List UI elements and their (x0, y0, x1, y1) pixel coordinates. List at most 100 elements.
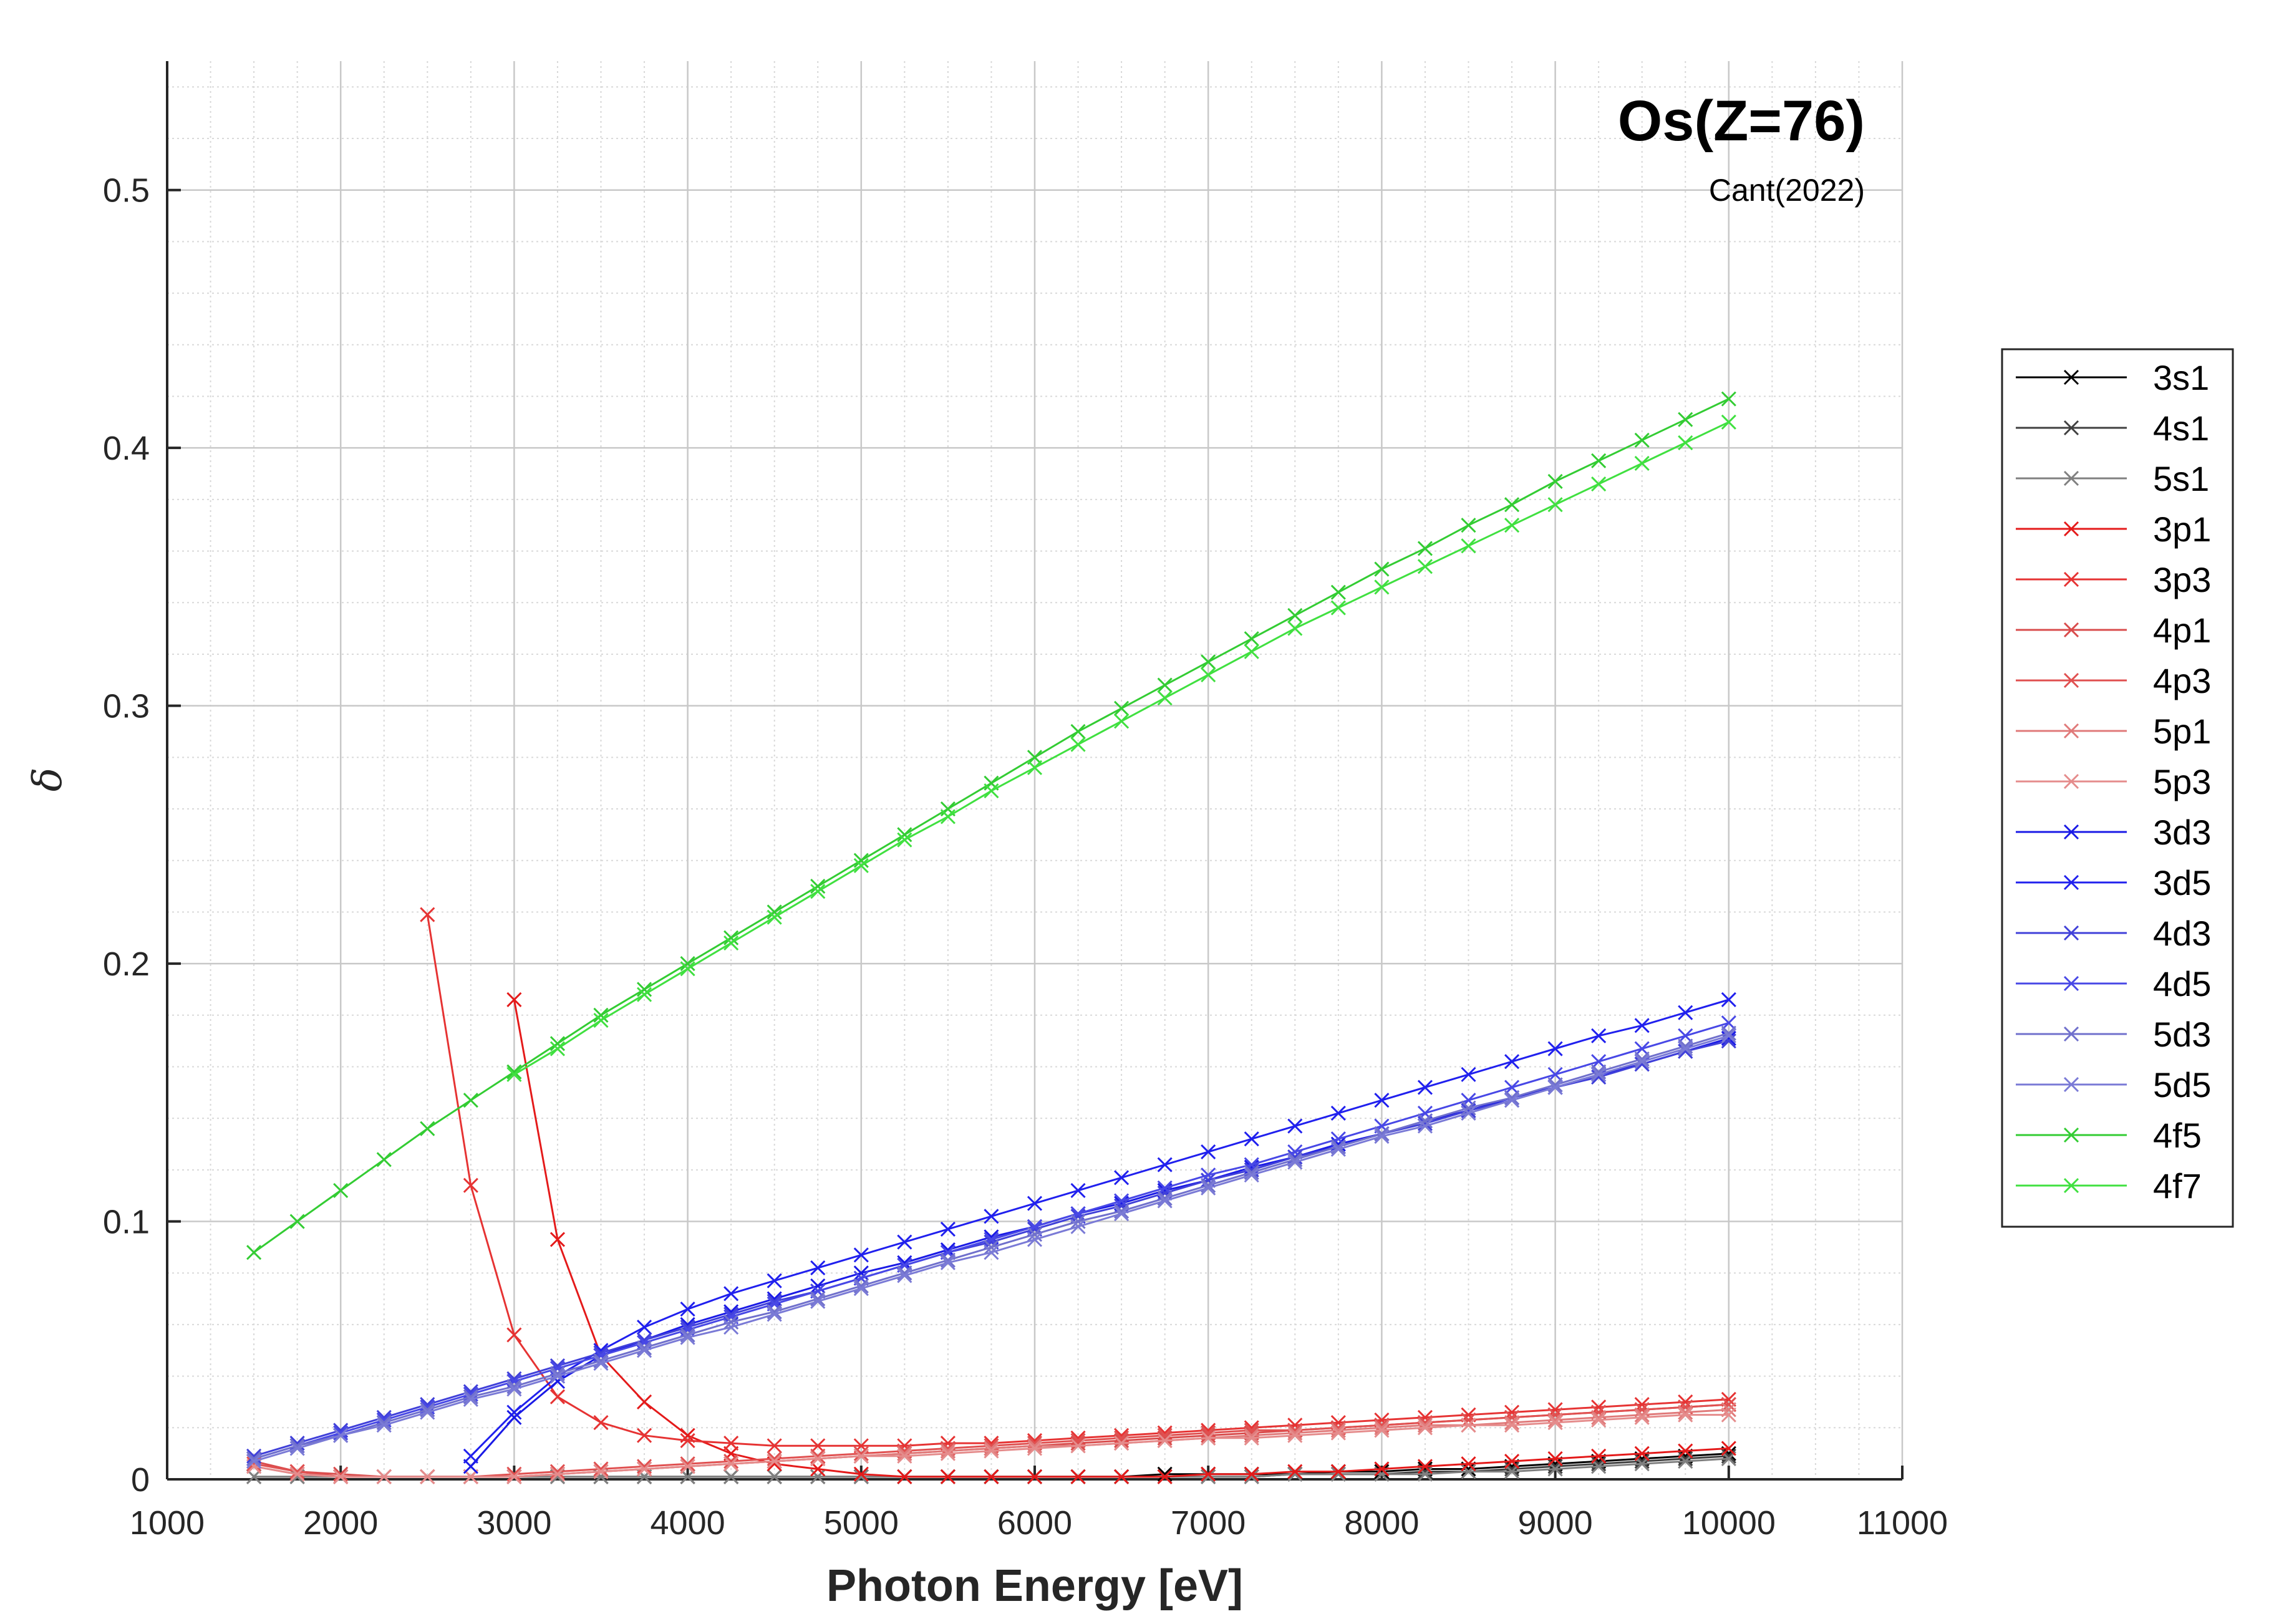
marker-stroke (723, 1436, 739, 1451)
data-point-4p3 (680, 1456, 695, 1472)
marker-stroke (1114, 1436, 1130, 1451)
marker-stroke (1504, 518, 1520, 533)
marker-stroke (1330, 1423, 1346, 1438)
data-point-3s1 (1374, 1464, 1390, 1479)
legend-item-5p3: 5p3 (2016, 762, 2211, 801)
data-point-5p3 (1287, 1428, 1303, 1443)
marker-stroke (2063, 672, 2079, 689)
marker-stroke (1721, 1407, 1736, 1423)
marker-stroke (1591, 453, 1607, 468)
data-point-4p3 (810, 1448, 826, 1464)
legend-marker (2063, 470, 2079, 486)
marker-stroke (680, 1456, 695, 1472)
marker-stroke (2063, 470, 2079, 486)
data-point-5d5 (289, 1441, 305, 1456)
data-point-3p3 (463, 1177, 478, 1193)
marker-stroke (1461, 1093, 1476, 1108)
x-tick-label: 9000 (1518, 1504, 1593, 1542)
chart-subtitle: Cant(2022) (1709, 173, 1865, 208)
marker-stroke (1201, 667, 1216, 683)
data-point-4f5 (897, 827, 912, 843)
marker-stroke (810, 1469, 826, 1484)
data-point-5d5 (1330, 1141, 1346, 1157)
data-point-5d5 (897, 1268, 912, 1283)
marker-stroke (1417, 1113, 1433, 1129)
marker-stroke (767, 1438, 782, 1454)
data-point-5p3 (506, 1469, 522, 1484)
data-point-5p3 (333, 1469, 349, 1484)
data-point-5p3 (1417, 1420, 1433, 1436)
marker-stroke (940, 809, 956, 824)
marker-stroke (940, 801, 956, 817)
marker-stroke (1678, 1404, 1693, 1420)
data-point-4f7 (1721, 414, 1736, 430)
legend-item-5d5: 5d5 (2016, 1065, 2211, 1104)
data-point-5d5 (984, 1245, 999, 1260)
data-point-5p3 (636, 1461, 652, 1477)
marker-stroke (506, 1373, 522, 1389)
marker-stroke (463, 1177, 478, 1193)
marker-stroke (897, 1234, 912, 1250)
legend-marker (2063, 874, 2079, 891)
data-point-5d5 (767, 1307, 782, 1322)
chart-title: Os(Z=76) (1618, 89, 1865, 153)
data-point-3p3 (506, 1327, 522, 1343)
data-point-5p3 (940, 1446, 956, 1461)
data-point-5s1 (853, 1469, 869, 1484)
marker-stroke (1461, 1418, 1476, 1433)
marker-stroke (1027, 760, 1043, 775)
marker-stroke (636, 1461, 652, 1477)
data-point-5p1 (1417, 1418, 1433, 1433)
legend-marker (2063, 369, 2079, 385)
marker-stroke (897, 1446, 912, 1461)
data-point-4s1 (1721, 1448, 1736, 1464)
y-tick-label: 0.2 (103, 945, 150, 983)
marker-stroke (1504, 1418, 1520, 1433)
data-point-4f5 (420, 1121, 435, 1136)
data-point-4f7 (1678, 435, 1693, 450)
x-axis-title: Photon Energy [eV] (826, 1561, 1243, 1611)
marker-stroke (767, 1451, 782, 1466)
marker-stroke (1461, 518, 1476, 533)
marker-stroke (680, 1459, 695, 1474)
data-point-4f5 (1547, 473, 1563, 489)
data-point-5p3 (420, 1469, 435, 1484)
data-point-5s1 (810, 1469, 826, 1484)
data-point-5p3 (1374, 1423, 1390, 1438)
marker-stroke (1157, 1157, 1173, 1172)
marker-stroke (984, 1443, 999, 1459)
marker-stroke (1634, 1018, 1650, 1033)
data-point-4f5 (376, 1152, 392, 1167)
marker-stroke (680, 956, 695, 972)
marker-stroke (1634, 1453, 1650, 1469)
data-point-3d5 (1591, 1028, 1607, 1043)
data-point-3p1 (1461, 1456, 1476, 1472)
series-group (246, 391, 1736, 1484)
data-point-5d5 (1634, 1054, 1650, 1070)
data-point-5p3 (1114, 1436, 1130, 1451)
data-point-5d5 (1070, 1219, 1086, 1234)
data-point-5d5 (246, 1453, 262, 1469)
data-point-4f5 (246, 1245, 262, 1260)
marker-stroke (2063, 1127, 2079, 1143)
data-point-4f5 (1678, 412, 1693, 427)
marker-stroke (1721, 391, 1736, 407)
data-point-4f5 (333, 1182, 349, 1198)
marker-stroke (593, 1355, 609, 1371)
marker-stroke (1070, 1182, 1086, 1198)
data-point-5d5 (1504, 1093, 1520, 1108)
marker-stroke (1721, 1028, 1736, 1043)
data-point-5d5 (1374, 1129, 1390, 1144)
data-point-5s1 (1461, 1464, 1476, 1479)
marker-stroke (333, 1182, 349, 1198)
marker-stroke (1634, 1409, 1650, 1425)
marker-stroke (420, 1469, 435, 1484)
marker-stroke (984, 1239, 999, 1255)
data-point-5d5 (680, 1330, 695, 1345)
marker-stroke (549, 1361, 566, 1376)
marker-stroke (680, 1330, 695, 1345)
marker-stroke (636, 987, 652, 1002)
data-point-4f5 (593, 1007, 609, 1023)
marker-stroke (1547, 1412, 1563, 1428)
